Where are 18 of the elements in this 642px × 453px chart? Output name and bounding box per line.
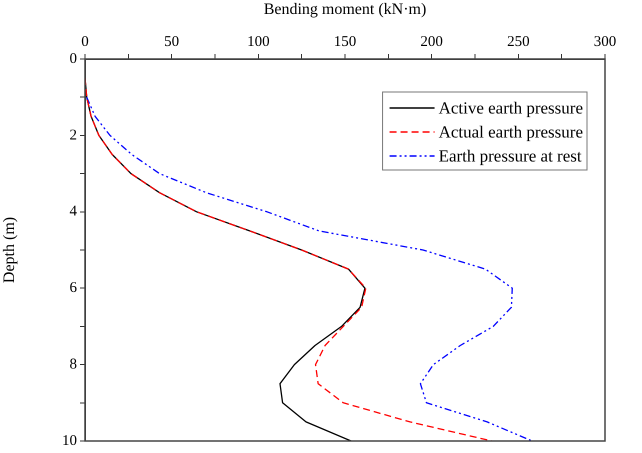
x-tick-label: 200 xyxy=(420,34,443,50)
x-tick-label: 150 xyxy=(334,34,356,50)
x-tick-label: 300 xyxy=(594,34,616,50)
x-tick-label: 250 xyxy=(507,34,530,50)
x-axis-title: Bending moment (kN·m) xyxy=(264,0,426,18)
y-tick-label: 4 xyxy=(70,204,78,220)
y-tick-label: 8 xyxy=(70,356,77,373)
y-tick-label: 10 xyxy=(62,432,77,449)
y-axis-title: Depth (m) xyxy=(0,216,18,284)
y-tick-label: 0 xyxy=(70,50,77,67)
x-tick-label: 50 xyxy=(164,34,180,50)
x-tick-label: 0 xyxy=(81,34,89,50)
x-tick-label: 100 xyxy=(247,34,270,50)
legend-label: Actual earth pressure xyxy=(438,122,584,142)
y-tick-label: 6 xyxy=(70,280,78,296)
y-tick-label: 2 xyxy=(70,127,77,144)
legend-label: Earth pressure at rest xyxy=(438,146,582,166)
legend-label: Active earth pressure xyxy=(438,98,584,118)
